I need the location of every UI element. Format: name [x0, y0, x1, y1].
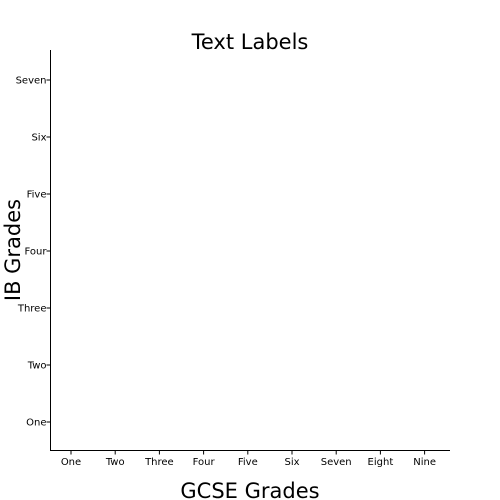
y-axis-ticks: One Two Three Four Five Six Seven: [16, 76, 51, 429]
x-tick-label: Four: [193, 457, 216, 468]
y-tick-label: Three: [17, 304, 47, 315]
x-tick-label: Seven: [321, 457, 352, 468]
y-tick-label: Five: [27, 190, 47, 201]
chart-title: Text Labels: [191, 30, 309, 54]
y-tick-label: Two: [27, 361, 47, 372]
y-axis-label: IB Grades: [1, 199, 25, 301]
y-tick-label: Seven: [16, 76, 47, 87]
x-tick-label: Three: [144, 457, 174, 468]
x-axis-ticks: One Two Three Four Five Six Seven Eight Nine: [61, 450, 436, 468]
x-axis-label: GCSE Grades: [180, 479, 319, 500]
x-tick-label: One: [61, 457, 81, 468]
y-tick-label: Four: [25, 247, 48, 258]
x-tick-label: Five: [238, 457, 258, 468]
x-tick-label: Six: [284, 457, 299, 468]
x-tick-label: Two: [105, 457, 125, 468]
y-tick-label: Six: [31, 133, 46, 144]
x-tick-label: Eight: [368, 457, 394, 468]
y-tick-label: One: [26, 418, 46, 429]
x-tick-label: Nine: [413, 457, 436, 468]
